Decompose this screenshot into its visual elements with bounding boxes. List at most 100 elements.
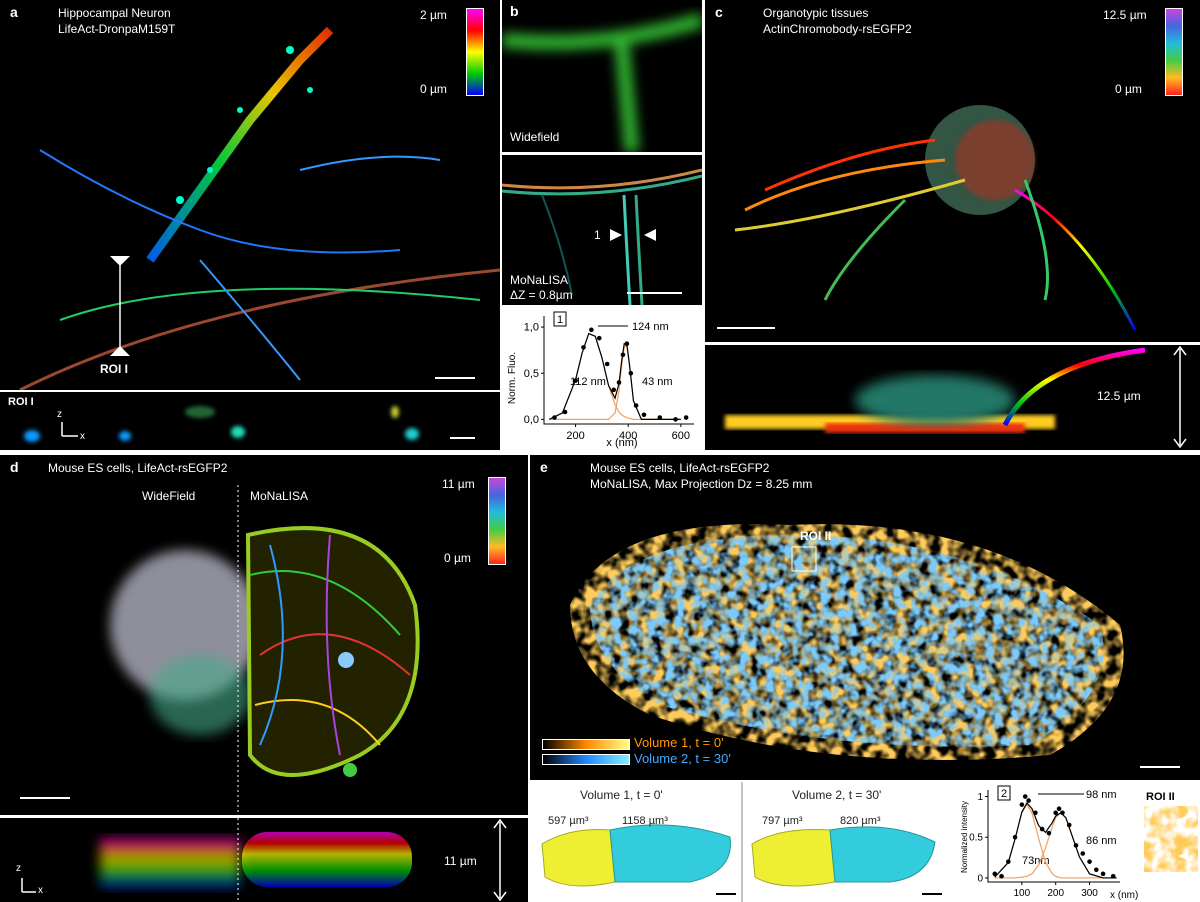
processes [734,138,1137,331]
data-point [1033,810,1038,816]
y-label: Normalized intensity [960,801,969,873]
data-point [573,378,578,383]
data-point [1039,826,1045,832]
colorbar [1165,8,1183,96]
half-label: MoNaLISA [250,489,309,503]
title: Organotypic tissues [763,6,869,20]
panel-letter: e [540,459,548,475]
data-point [633,403,639,408]
data-point [1100,871,1106,877]
arrowheads [610,229,656,241]
panel-b-widefield: b Widefield [502,0,702,152]
colorbar-label: 0 µm [1115,82,1142,96]
depth-arrow [1173,345,1187,449]
data-point [1006,859,1011,864]
box-label: 1 [557,314,563,326]
y-tick-label: 0.5 [969,833,983,844]
neuron-image [19,26,500,390]
roi-label: ROI II [800,529,832,543]
monalisa-side [242,832,412,887]
x-tick-label: 100 [1014,888,1031,899]
roi-inset: ROI II 2 [1142,782,1200,902]
colorbar [488,477,506,565]
panel-a: a Hippocampal Neuron LifeAct-DronpaM159T… [0,0,500,390]
data-point [1080,851,1086,856]
axis-x: x [80,431,85,442]
panel-d: d Mouse ES cells, LifeAct-rsEGFP2 WideFi… [0,455,528,815]
widefield-image [502,13,702,152]
profile-plot: 2 98 nm 86 nm 73nm Normalized intensity … [960,785,1138,901]
y-tick-label: 1 [977,792,983,803]
axis-x: x [38,885,43,896]
image-label: MoNaLISA [510,273,569,287]
y-label: Norm. Fluo. [507,352,518,404]
image-label: Widefield [510,130,560,144]
data-point [611,387,617,393]
title: Hippocampal Neuron [58,6,171,20]
data-point [624,341,630,346]
volume-1-left [541,829,616,887]
axes [543,316,694,425]
panel-d-strip: z x 11 µm [0,818,528,902]
colorbar-label: 2 µm [420,8,447,22]
panel-c: c Organotypic tissues ActinChromobody-rs… [705,0,1200,342]
spots [24,406,419,442]
data-point [581,345,586,350]
axis-z: z [57,409,62,420]
profile-plot: 1 124 nm 112 nm 43 nm Norm. Fluo. x (nm)… [507,311,694,449]
widefield-side [100,838,240,888]
box [553,311,567,327]
x-tick-label: 400 [619,430,637,442]
monalisa-image [502,168,702,305]
y-tick-label: 0,0 [524,414,539,426]
tissue-image [717,105,1137,331]
axes [987,790,1120,883]
data-point [589,327,594,333]
dendrite [146,26,334,263]
marker: 1 [594,228,601,242]
data-point [1060,810,1065,816]
es-cell-image [20,485,420,815]
volume-title: Volume 2, t = 30' [792,788,882,802]
legend-swatch [542,754,630,765]
panel-letter: c [715,4,723,20]
volume-value: 820 µm³ [840,815,881,827]
widefield-blob [150,655,250,735]
data-point [620,352,626,358]
arrowheads [1176,816,1188,860]
data-point [1087,859,1092,864]
title: LifeAct-DronpaM159T [58,22,176,36]
cell-core [955,120,1035,200]
side-view [725,345,1187,449]
annotation: 73nm [1022,855,1050,867]
volume-1-right [609,824,731,883]
bead [338,652,354,668]
data-point [641,412,647,418]
volume-2-texture [590,535,1104,747]
base [825,423,1025,433]
roi-image [24,406,475,442]
colorbar-label: 11 µm [442,477,475,491]
panel-e: e Mouse ES cells, LifeAct-rsEGFP2 MoNaLI… [530,455,1200,780]
data-point [1056,806,1062,812]
blur-filament [502,13,702,152]
data-point [1053,810,1058,816]
data-point [616,380,622,385]
data-point [1012,834,1018,840]
depth-label: 11 µm [444,854,477,868]
annotation: 124 nm [632,321,669,333]
volume-value: 1158 µm³ [622,815,668,827]
data-point [552,415,557,420]
roi-box [791,546,817,572]
volume-2-left [751,829,836,887]
x-tick-label: 300 [1081,888,1098,899]
box [997,785,1011,801]
panel-letter: d [10,459,19,475]
colorbar-label: 12.5 µm [1103,8,1147,22]
title: MoNaLISA, Max Projection Dz = 8.25 mm [590,477,813,491]
data-point [1046,830,1052,836]
axes-arrows [61,422,78,437]
axon [199,155,441,381]
data-point [1022,794,1028,799]
